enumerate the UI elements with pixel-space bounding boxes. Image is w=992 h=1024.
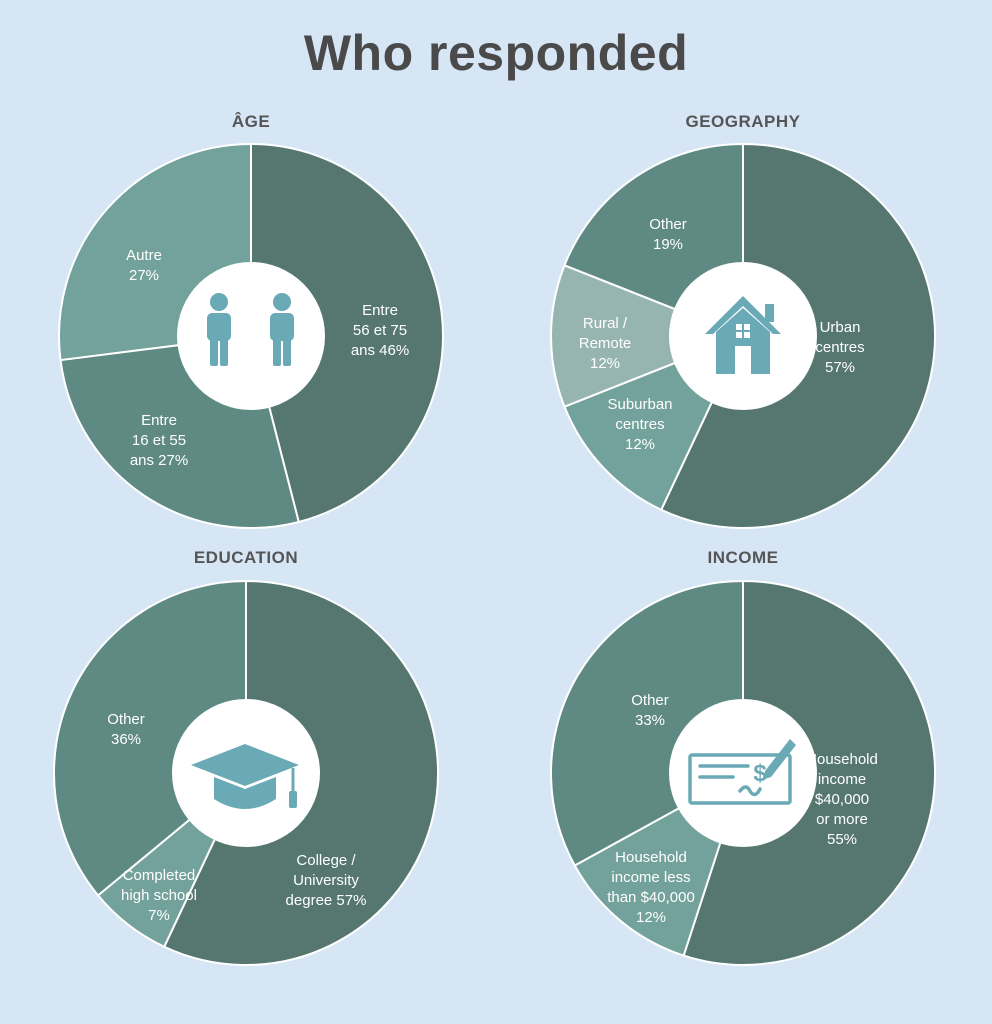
slice-label-line: Other <box>631 692 669 709</box>
slice-label-line: Autre <box>126 247 162 264</box>
panel-title-geography: GEOGRAPHY <box>685 112 801 131</box>
pie-center <box>669 699 817 847</box>
slice-label: Suburban centres 12% <box>607 396 672 453</box>
pie-center <box>177 262 325 410</box>
pie-slice <box>53 580 247 897</box>
slice-label-line: Remote <box>579 335 632 352</box>
slice-label: Rural / Remote 12% <box>579 315 632 372</box>
slice-label-line: income less <box>611 869 690 886</box>
slice-label-line: Urban <box>820 319 861 336</box>
slice-label-line: degree 57% <box>286 892 367 909</box>
slice-label-line: Other <box>107 711 145 728</box>
slice-label-line: 12% <box>636 909 666 926</box>
slice-label-line: 12% <box>625 436 655 453</box>
slice-label-line: than $40,000 <box>607 889 695 906</box>
slice-label-line: 36% <box>111 731 141 748</box>
geography-pie-chart: Urban centres 57%Suburban centres 12%Rural /… <box>550 143 936 529</box>
slice-label: Other 33% <box>631 692 669 729</box>
panel-title-education: EDUCATION <box>193 548 299 567</box>
slice-label: Completed high school 7% <box>121 867 197 924</box>
pie-slice <box>250 143 444 523</box>
slice-label-line: 7% <box>148 907 170 924</box>
slice-label-line: College / <box>296 852 356 869</box>
slice-label-line: Entre <box>141 412 177 429</box>
slice-label-line: ans 46% <box>351 342 409 359</box>
panel-title-income: INCOME <box>707 548 779 567</box>
income-pie-chart: $Household income $40,000 or more 55%Househo… <box>550 580 936 966</box>
slice-label-line: 19% <box>653 236 683 253</box>
slice-label-line: Other <box>649 216 687 233</box>
slice-label-line: income <box>818 771 866 788</box>
graduation-cap-icon <box>191 744 299 809</box>
slice-label-line: 55% <box>827 831 857 848</box>
page-title: Who responded <box>303 25 689 81</box>
slice-label-line: Rural / <box>583 315 628 332</box>
pie-slice <box>550 264 744 408</box>
slice-label-line: Suburban <box>607 396 672 413</box>
slice-label: Entre 16 et 55 ans 27% <box>130 412 188 469</box>
slice-label-line: 56 et 75 <box>353 322 407 339</box>
slice-label-line: Household <box>615 849 687 866</box>
slice-label: College / University degree 57% <box>286 852 367 909</box>
slice-label: Urban centres 57% <box>815 319 864 376</box>
age-pie-chart: Entre 56 et 75 ans 46% Entre 16 et 55 ans 27%… <box>58 143 444 529</box>
education-pie-chart: College / University degree 57% Completed hi… <box>53 580 439 966</box>
slice-label-line: 16 et 55 <box>132 432 186 449</box>
slice-label: Autre 27% <box>126 247 162 284</box>
slice-label-line: 27% <box>129 267 159 284</box>
slice-label: Entre 56 et 75 ans 46% <box>351 302 409 359</box>
slice-label-line: centres <box>815 339 864 356</box>
slice-label-line: ans 27% <box>130 452 188 469</box>
slice-label-line: Completed <box>123 867 196 884</box>
slice-label-line: $40,000 <box>815 791 869 808</box>
slice-label: Other 19% <box>649 216 687 253</box>
cheque-icon: $ <box>688 739 796 805</box>
slice-label: Other 36% <box>107 711 145 748</box>
slice-label-line: 57% <box>825 359 855 376</box>
slice-label-line: or more <box>816 811 868 828</box>
slice-label-line: high school <box>121 887 197 904</box>
slice-label-line: 12% <box>590 355 620 372</box>
slice-label: Household income $40,000 or more 55% <box>806 751 878 848</box>
slice-label: Household income less than $40,000 12% <box>607 849 695 926</box>
slice-label-line: Household <box>806 751 878 768</box>
slice-label-line: University <box>293 872 359 889</box>
house-icon <box>705 296 781 374</box>
slice-label-line: 33% <box>635 712 665 729</box>
slice-label-line: centres <box>615 416 664 433</box>
slice-label-line: Entre <box>362 302 398 319</box>
svg-text:$: $ <box>753 760 767 787</box>
people-icon <box>207 293 294 366</box>
panel-title-age: ÂGE <box>231 112 271 131</box>
